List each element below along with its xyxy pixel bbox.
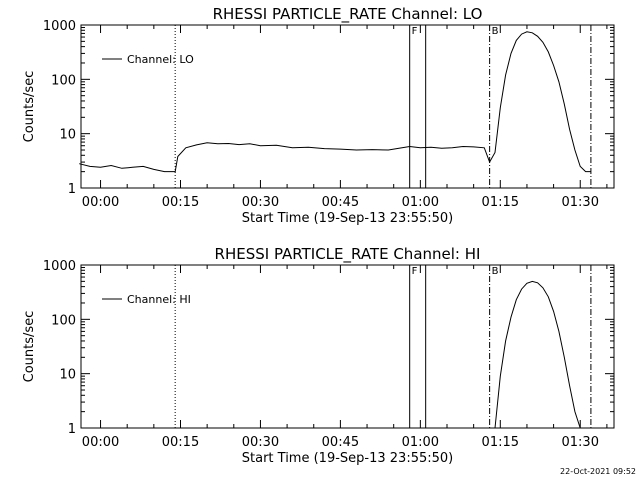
x-axis-label: Start Time (19-Sep-13 23:55:50) xyxy=(242,211,453,226)
y-axis-label: Counts/sec xyxy=(22,71,37,143)
x-tick-label: 00:15 xyxy=(162,435,199,450)
x-tick-label: 00:15 xyxy=(162,195,199,210)
y-tick-label: 10 xyxy=(59,128,76,143)
x-tick-label: 01:00 xyxy=(402,435,439,450)
x-tick-label: 00:45 xyxy=(322,195,359,210)
x-tick-label: 01:15 xyxy=(482,195,519,210)
x-tick-label: 00:00 xyxy=(82,195,119,210)
plot-frame xyxy=(80,24,615,189)
series-line xyxy=(494,280,581,429)
y-tick-label: 1000 xyxy=(43,259,76,274)
y-tick-label: 1 xyxy=(68,422,76,437)
y-tick-label: 100 xyxy=(51,73,76,88)
x-tick-label: 01:00 xyxy=(402,195,439,210)
legend-label: Channel: LO xyxy=(127,53,194,66)
marker-label: B xyxy=(492,26,499,37)
y-axis-label: Counts/sec xyxy=(22,311,37,383)
marker-label: F xyxy=(412,26,418,37)
x-tick-label: 00:00 xyxy=(82,435,119,450)
y-tick-label: 1000 xyxy=(43,19,76,34)
plot-frame xyxy=(80,264,615,429)
y-tick-label: 1 xyxy=(68,182,76,197)
x-axis-label: Start Time (19-Sep-13 23:55:50) xyxy=(242,451,453,466)
footer-timestamp: 22-Oct-2021 09:52 xyxy=(560,467,636,476)
x-tick-label: 00:30 xyxy=(242,195,279,210)
x-tick-label: 01:30 xyxy=(562,195,599,210)
marker-label: F xyxy=(412,266,418,277)
chart-title: RHESSI PARTICLE_RATE Channel: HI xyxy=(215,245,481,264)
chart-title: RHESSI PARTICLE_RATE Channel: LO xyxy=(213,5,483,24)
marker-label: B xyxy=(492,266,499,277)
y-tick-label: 10 xyxy=(59,368,76,383)
series-line xyxy=(79,31,591,173)
x-tick-label: 00:45 xyxy=(322,435,359,450)
x-tick-label: 00:30 xyxy=(242,435,279,450)
x-tick-label: 01:15 xyxy=(482,435,519,450)
y-tick-label: 100 xyxy=(51,313,76,328)
x-tick-label: 01:30 xyxy=(562,435,599,450)
legend-label: Channel: HI xyxy=(127,293,191,306)
